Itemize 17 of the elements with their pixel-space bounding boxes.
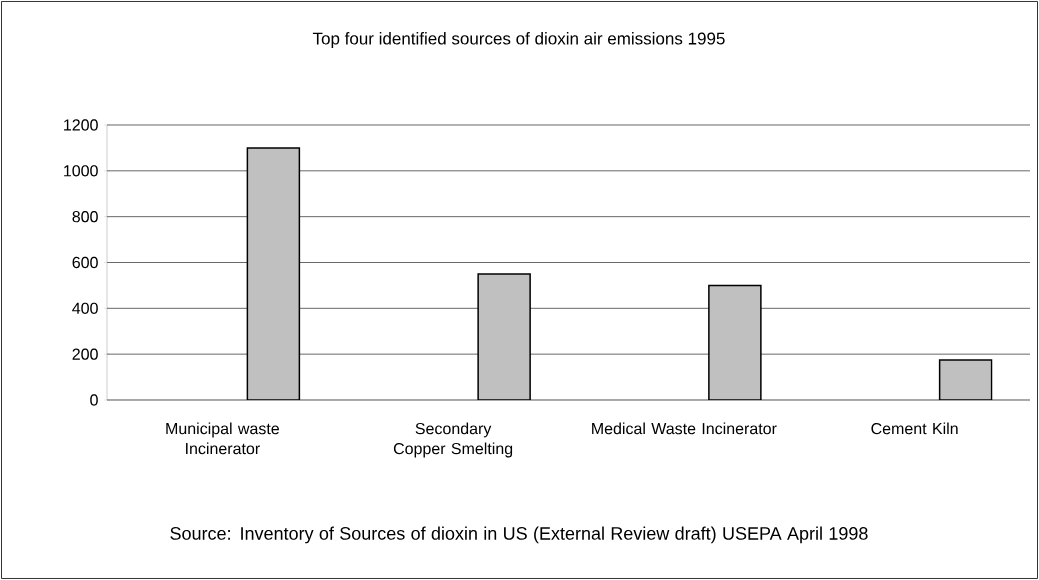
bar	[708, 284, 762, 400]
y-tick-label: 600	[72, 256, 98, 269]
y-tick-label: 400	[72, 302, 98, 314]
x-tick-label: Municipal waste Incinerator	[166, 422, 279, 455]
y-tick-label: 0	[90, 394, 98, 406]
bar	[246, 147, 301, 400]
bar	[938, 359, 993, 400]
x-tick-label: Secondary Copper Smelting	[393, 422, 513, 458]
bar	[477, 273, 531, 400]
source-note: Source: Inventory of Sources of dioxin in US (External Review draft) USEPA April 1998	[170, 526, 868, 544]
chart-title: Top four identified sources of dioxin air emissions 1995	[312, 32, 725, 48]
y-tick-label: 1000	[64, 165, 98, 177]
x-tick-label: Cement Kiln	[871, 422, 958, 435]
y-tick-label: 200	[72, 348, 98, 360]
x-tick-label: Medical Waste Incinerator	[592, 422, 777, 435]
y-tick-label: 800	[72, 211, 98, 223]
y-tick-label: 1200	[64, 119, 98, 131]
